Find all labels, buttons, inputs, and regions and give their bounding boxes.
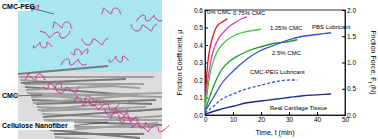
x-axis-title: Time, t (min) [255,129,294,137]
tick: 0.3 [194,59,208,66]
tick: 2.0 [342,7,356,14]
polymer-chain [101,8,121,14]
fiber [21,79,126,83]
y-axis-title: Friction Coefficient, μ [176,30,184,96]
tick-mark [342,115,345,116]
tick-label: 0.6 [194,7,203,14]
tick: 20 [258,112,266,123]
polymer-chain [61,59,87,65]
fiber [44,119,162,121]
tick-label: 2.0 [347,7,356,14]
schematic-bg [0,0,162,139]
tick-mark [205,28,208,29]
tick-mark [261,112,262,115]
figure: CMC-PEGCMCCellulose Nanofiber01020304050… [0,0,378,139]
tick: 0.6 [194,7,208,14]
tick-label: 1.0 [347,59,356,66]
series-label: 2.5% CMC [272,50,302,56]
axis-line [206,112,346,116]
tick: 30 [286,112,294,123]
polymer-chain [42,83,61,89]
tick: 40 [314,112,322,123]
polymer-chain [132,122,150,128]
polymer-chain [33,42,52,48]
tick: 1.5 [342,33,356,40]
diagram-label: CMC [2,92,18,99]
polymer-chain [104,108,129,115]
polymer-chain [25,74,45,80]
label-bg [1,122,74,131]
tick-mark [342,89,345,90]
tick-label: 0.4 [194,42,203,49]
tick-label: 0.5 [194,24,203,31]
fiber [55,137,162,139]
tick-label: 0 [204,116,208,123]
polymer-chain [110,113,136,119]
series-label: 0.75% CMC [233,10,266,16]
tick-mark [205,115,208,116]
polymer-chain [73,96,94,102]
tick-mark [342,36,345,37]
tick-mark [342,10,345,11]
polymer-chain [82,38,109,45]
series-line [205,94,331,114]
tick-label: 40 [314,116,322,123]
chains [22,5,169,132]
fiber [33,95,138,103]
fiber [27,93,162,97]
polymer-chain [55,86,80,93]
polymer-chain [40,31,70,38]
series-label: 1.25% CMC [270,25,303,31]
fiber [18,66,108,74]
diagram-label: CMC-PEG [2,3,36,10]
fiber [26,86,116,90]
x-axis: 01020304050 [204,112,350,123]
tick-mark [205,45,208,46]
polymer-chain [53,22,73,28]
tick-label: 0.5 [347,85,356,92]
series-label: Real Cartilage Tissue [270,105,328,111]
tick: 10 [230,112,238,123]
fiber [50,130,140,138]
polymer-chain [109,56,129,62]
lubricant-region [18,0,162,72]
tick: 0.5 [194,24,208,31]
series-label: PBS Lubricant [312,24,351,30]
tick-mark [233,112,234,115]
tick-mark [289,112,290,115]
y2-axis-title: Friction Force, Ff (N) [367,30,377,94]
tick-label: 0.3 [194,59,203,66]
tick-label: 20 [258,116,266,123]
polymer-chain [138,125,169,132]
series-label: CMC-PEG Lubricant [250,69,305,75]
tick: 0.0 [342,112,356,119]
tick-label: 30 [286,116,294,123]
tick-label: 0.2 [194,77,203,84]
series-label: 0% CMC [207,9,232,15]
tick-mark [317,112,318,115]
tick-label: 0.1 [194,94,203,101]
fiber [43,109,162,117]
tick-label: 1.5 [347,33,356,40]
diagram-label: Cellulose Nanofiber [2,122,68,129]
tick-label: 10 [230,116,238,123]
fiber [19,76,154,78]
tick: 0.4 [194,42,208,49]
tick-label: 0.0 [194,112,203,119]
schematic: CMC-PEG CMC Cellulose Nanofiber [0,0,169,139]
leader-line [70,122,108,126]
tick-mark [342,63,345,64]
polymer-chain [70,49,88,55]
lines [205,17,331,114]
polymer-chain [136,15,162,21]
tick-label: 0.0 [347,112,356,119]
tick: 0.5 [342,85,356,92]
polymer-chain [131,24,157,31]
tick: 1.0 [342,59,356,66]
